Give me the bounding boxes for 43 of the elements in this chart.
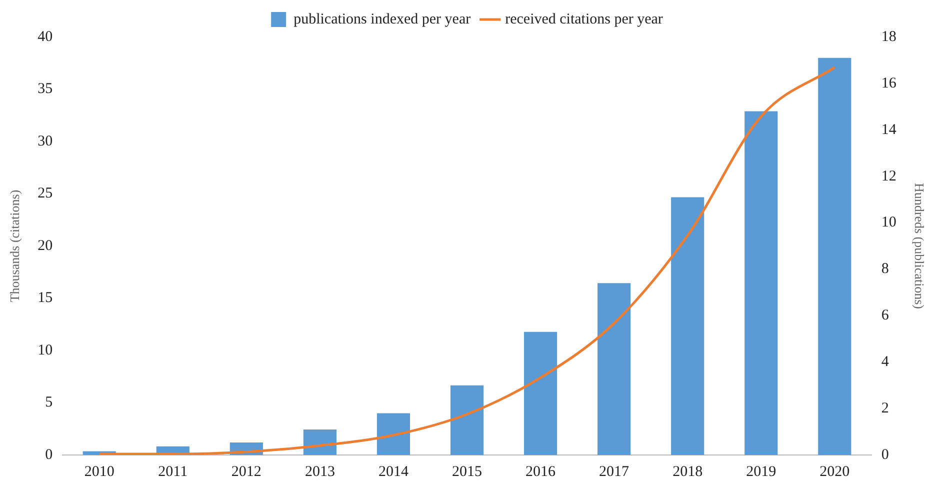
- x-tick-label: 2019: [746, 464, 776, 480]
- y-tick-label: 30: [38, 133, 53, 150]
- y2-tick-label: 18: [881, 28, 896, 45]
- y2-tick-label: 16: [881, 75, 897, 92]
- x-tick-label: 2015: [452, 464, 482, 480]
- y-tick-label: 10: [38, 342, 53, 358]
- x-tick-label: 2017: [599, 464, 630, 480]
- y-tick-label: 15: [38, 290, 53, 306]
- bar: [303, 429, 336, 455]
- x-tick-label: 2013: [304, 464, 335, 480]
- bar: [524, 332, 558, 455]
- bar: [744, 111, 778, 455]
- y-tick-label: 5: [45, 394, 53, 411]
- legend-label: received citations per year: [505, 11, 663, 28]
- y-tick-label: 25: [38, 186, 53, 202]
- y2-axis-title: Hundreds (publications): [912, 182, 927, 310]
- x-tick-label: 2018: [672, 464, 703, 480]
- y2-tick-label: 4: [881, 354, 890, 370]
- y-axis-title: Thousands (citations): [7, 190, 22, 302]
- y2-tick-label: 6: [881, 308, 890, 324]
- bar: [598, 283, 631, 455]
- bar: [376, 413, 410, 455]
- x-tick-label: 2016: [526, 464, 556, 480]
- y-tick-label: 0: [45, 446, 53, 463]
- x-tick-label: 2010: [84, 464, 114, 480]
- x-tick-label: 2011: [158, 464, 188, 480]
- x-tick-label: 2020: [820, 464, 850, 480]
- y-tick-label: 40: [38, 28, 53, 45]
- y-tick-label: 35: [38, 81, 53, 98]
- y2-tick-label: 10: [881, 214, 896, 231]
- x-tick-label: 2014: [378, 464, 409, 480]
- bar: [450, 385, 484, 455]
- x-tick-label: 2012: [231, 464, 262, 480]
- bar: [671, 197, 704, 455]
- legend-label: publications indexed per year: [294, 11, 471, 28]
- bar: [818, 58, 852, 455]
- y2-tick-label: 0: [881, 446, 889, 463]
- y2-tick-label: 14: [881, 122, 897, 138]
- line-series: [98, 66, 836, 455]
- y2-tick-label: 12: [881, 168, 896, 184]
- y2-tick-label: 8: [881, 261, 889, 278]
- y-tick-label: 20: [38, 238, 53, 254]
- y2-tick-label: 2: [881, 400, 889, 416]
